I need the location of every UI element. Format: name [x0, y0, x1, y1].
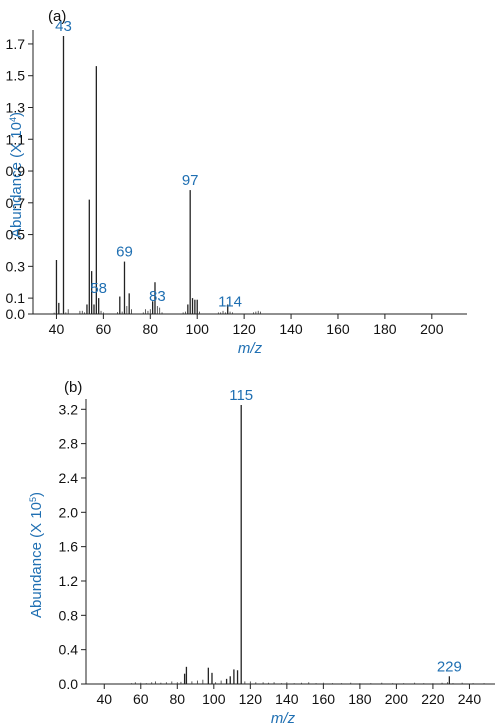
x-tick-label: 240 — [458, 691, 482, 707]
x-tick-label: 100 — [186, 321, 210, 337]
y-axis-title-a: Abundance (X 104) — [8, 112, 25, 238]
y-tick-label: 1.5 — [6, 68, 26, 84]
peak-label-69: 69 — [116, 244, 133, 261]
peak-label-43: 43 — [55, 18, 72, 35]
x-axis-title-b: m/z — [271, 710, 296, 727]
axes-b — [85, 399, 495, 685]
y-tick-label: 1.6 — [59, 539, 79, 555]
ticks-a: 40 60 80 100 120 140 160 180 200 0.00.1 0.3 0.5 0.7 0… — [6, 36, 444, 337]
spectrum-panel-a: (a) Abundance (X 104) m/z 40 60 80 100 120 14… — [6, 8, 467, 357]
panel-label-b: (b) — [64, 379, 82, 396]
y-tick-label: 1.1 — [6, 131, 26, 147]
peak-label-115: 115 — [229, 387, 253, 404]
x-tick-label: 120 — [232, 321, 256, 337]
x-tick-label: 60 — [133, 691, 149, 707]
x-tick-label: 120 — [239, 691, 263, 707]
x-tick-label: 180 — [348, 691, 372, 707]
peak-label-83: 83 — [149, 288, 166, 305]
axes-a — [32, 30, 467, 315]
peak-labels-b: 115 229 — [229, 387, 462, 675]
y-tick-label: 2.4 — [59, 470, 79, 486]
y-tick-label: 0.4 — [59, 642, 79, 658]
y-tick-label: 3.2 — [59, 401, 79, 417]
y-tick-label: 1.3 — [6, 99, 26, 115]
x-tick-label: 160 — [326, 321, 350, 337]
y-tick-label: 0.5 — [6, 227, 26, 243]
y-tick-label: 0.7 — [6, 195, 26, 211]
peak-labels-a: 43 58 69 83 97 114 — [55, 18, 242, 311]
peak-label-114: 114 — [218, 294, 242, 311]
x-tick-label: 80 — [143, 321, 159, 337]
y-tick-label: 0.0 — [6, 306, 26, 322]
x-axis-title-a: m/z — [238, 340, 263, 357]
y-tick-label: 2.8 — [59, 436, 79, 452]
x-tick-label: 180 — [373, 321, 397, 337]
y-tick-label: 0.0 — [59, 676, 79, 692]
peak-label-97: 97 — [182, 172, 199, 189]
x-tick-label: 220 — [421, 691, 445, 707]
x-tick-label: 140 — [275, 691, 299, 707]
bars-b — [131, 405, 485, 684]
panel-label-a: (a) — [48, 8, 66, 25]
x-tick-label: 160 — [312, 691, 336, 707]
x-tick-label: 100 — [202, 691, 226, 707]
y-tick-label: 0.1 — [6, 290, 26, 306]
x-tick-label: 80 — [170, 691, 186, 707]
y-tick-label: 0.8 — [59, 607, 79, 623]
x-tick-label: 200 — [420, 321, 444, 337]
y-tick-label: 2.0 — [59, 504, 79, 520]
spectrum-panel-b: (b) Abundance (X 105) m/z 40 60 80 100 120 14… — [28, 379, 495, 727]
bars-a — [53, 36, 261, 314]
x-tick-label: 140 — [279, 321, 303, 337]
y-axis-title-b: Abundance (X 105) — [28, 492, 45, 618]
x-tick-label: 60 — [96, 321, 112, 337]
x-tick-label: 40 — [96, 691, 112, 707]
y-tick-label: 1.2 — [59, 573, 79, 589]
ticks-b: 40 60 80 100 120 140 160 180 200 220 240 0.0 0.4 0.8 1… — [59, 401, 482, 707]
x-tick-label: 200 — [385, 691, 409, 707]
peak-label-229: 229 — [437, 658, 462, 675]
y-tick-label: 0.3 — [6, 258, 26, 274]
y-tick-label: 0.9 — [6, 163, 26, 179]
x-tick-label: 40 — [49, 321, 65, 337]
y-tick-label: 1.7 — [6, 36, 26, 52]
peak-label-58: 58 — [90, 280, 107, 297]
